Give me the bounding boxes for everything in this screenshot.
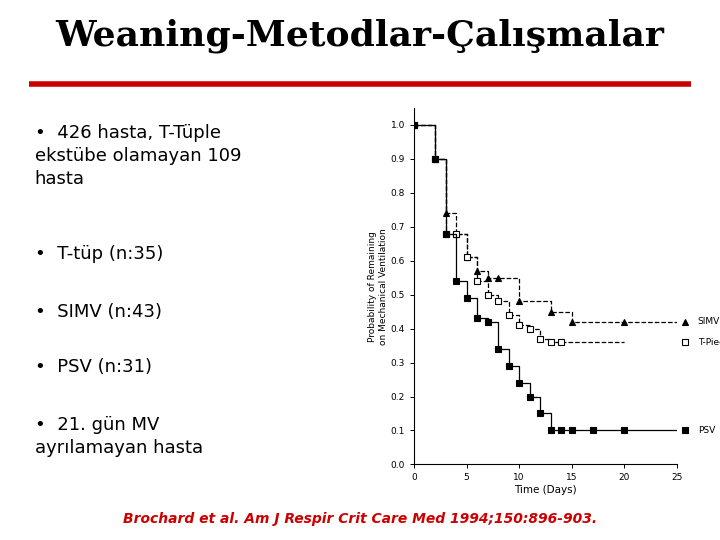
X-axis label: Time (Days): Time (Days) xyxy=(514,485,577,495)
Text: •  21. gün MV
ayrılamayan hasta: • 21. gün MV ayrılamayan hasta xyxy=(35,416,203,457)
Text: SIMV: SIMV xyxy=(698,318,720,326)
Text: Brochard et al. Am J Respir Crit Care Med 1994;150:896-903.: Brochard et al. Am J Respir Crit Care Me… xyxy=(123,512,597,526)
Text: •  426 hasta, T-Tüple
ekstübe olamayan 109
hasta: • 426 hasta, T-Tüple ekstübe olamayan 10… xyxy=(35,124,241,188)
Text: •  PSV (n:31): • PSV (n:31) xyxy=(35,357,152,376)
Y-axis label: Probability of Remaining
on Mechanical Ventilation: Probability of Remaining on Mechanical V… xyxy=(369,228,388,345)
Text: •  T-tüp (n:35): • T-tüp (n:35) xyxy=(35,245,163,263)
Text: Weaning-Metodlar-Çalışmalar: Weaning-Metodlar-Çalışmalar xyxy=(55,19,665,53)
Text: •  SIMV (n:43): • SIMV (n:43) xyxy=(35,303,162,321)
Text: T-Piece: T-Piece xyxy=(698,338,720,347)
Text: PSV: PSV xyxy=(698,426,715,435)
